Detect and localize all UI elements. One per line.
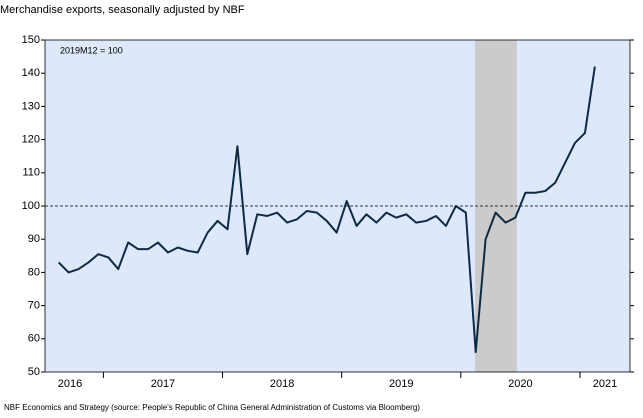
y-tick-label: 70	[28, 300, 40, 312]
y-tick-label: 60	[28, 333, 40, 345]
y-tick-label: 110	[22, 167, 40, 179]
y-tick-label: 50	[28, 366, 40, 378]
chart-subtitle: Merchandise exports, seasonally adjusted…	[0, 4, 245, 16]
y-tick-label: 120	[22, 134, 40, 146]
plot-frame	[44, 39, 631, 373]
y-tick-label: 130	[22, 100, 40, 112]
y-tick-label: 150	[22, 34, 40, 46]
y-tick-label: 100	[22, 200, 40, 212]
x-tick-label: 2021	[593, 378, 617, 390]
footer: NBF Economics and Strategy (source: Peop…	[4, 403, 420, 412]
x-tick-label: 2018	[270, 378, 294, 390]
x-tick-label: 2017	[151, 378, 175, 390]
x-tick-label: 2016	[58, 378, 82, 390]
x-tick-label: 2020	[508, 378, 532, 390]
y-tick-label: 80	[28, 266, 40, 278]
y-tick-label: 90	[28, 233, 40, 245]
annotation: 2019M12 = 100	[60, 45, 123, 55]
y-tick-label: 140	[22, 67, 40, 79]
x-tick-label: 2019	[389, 378, 413, 390]
data-line	[57, 66, 596, 354]
